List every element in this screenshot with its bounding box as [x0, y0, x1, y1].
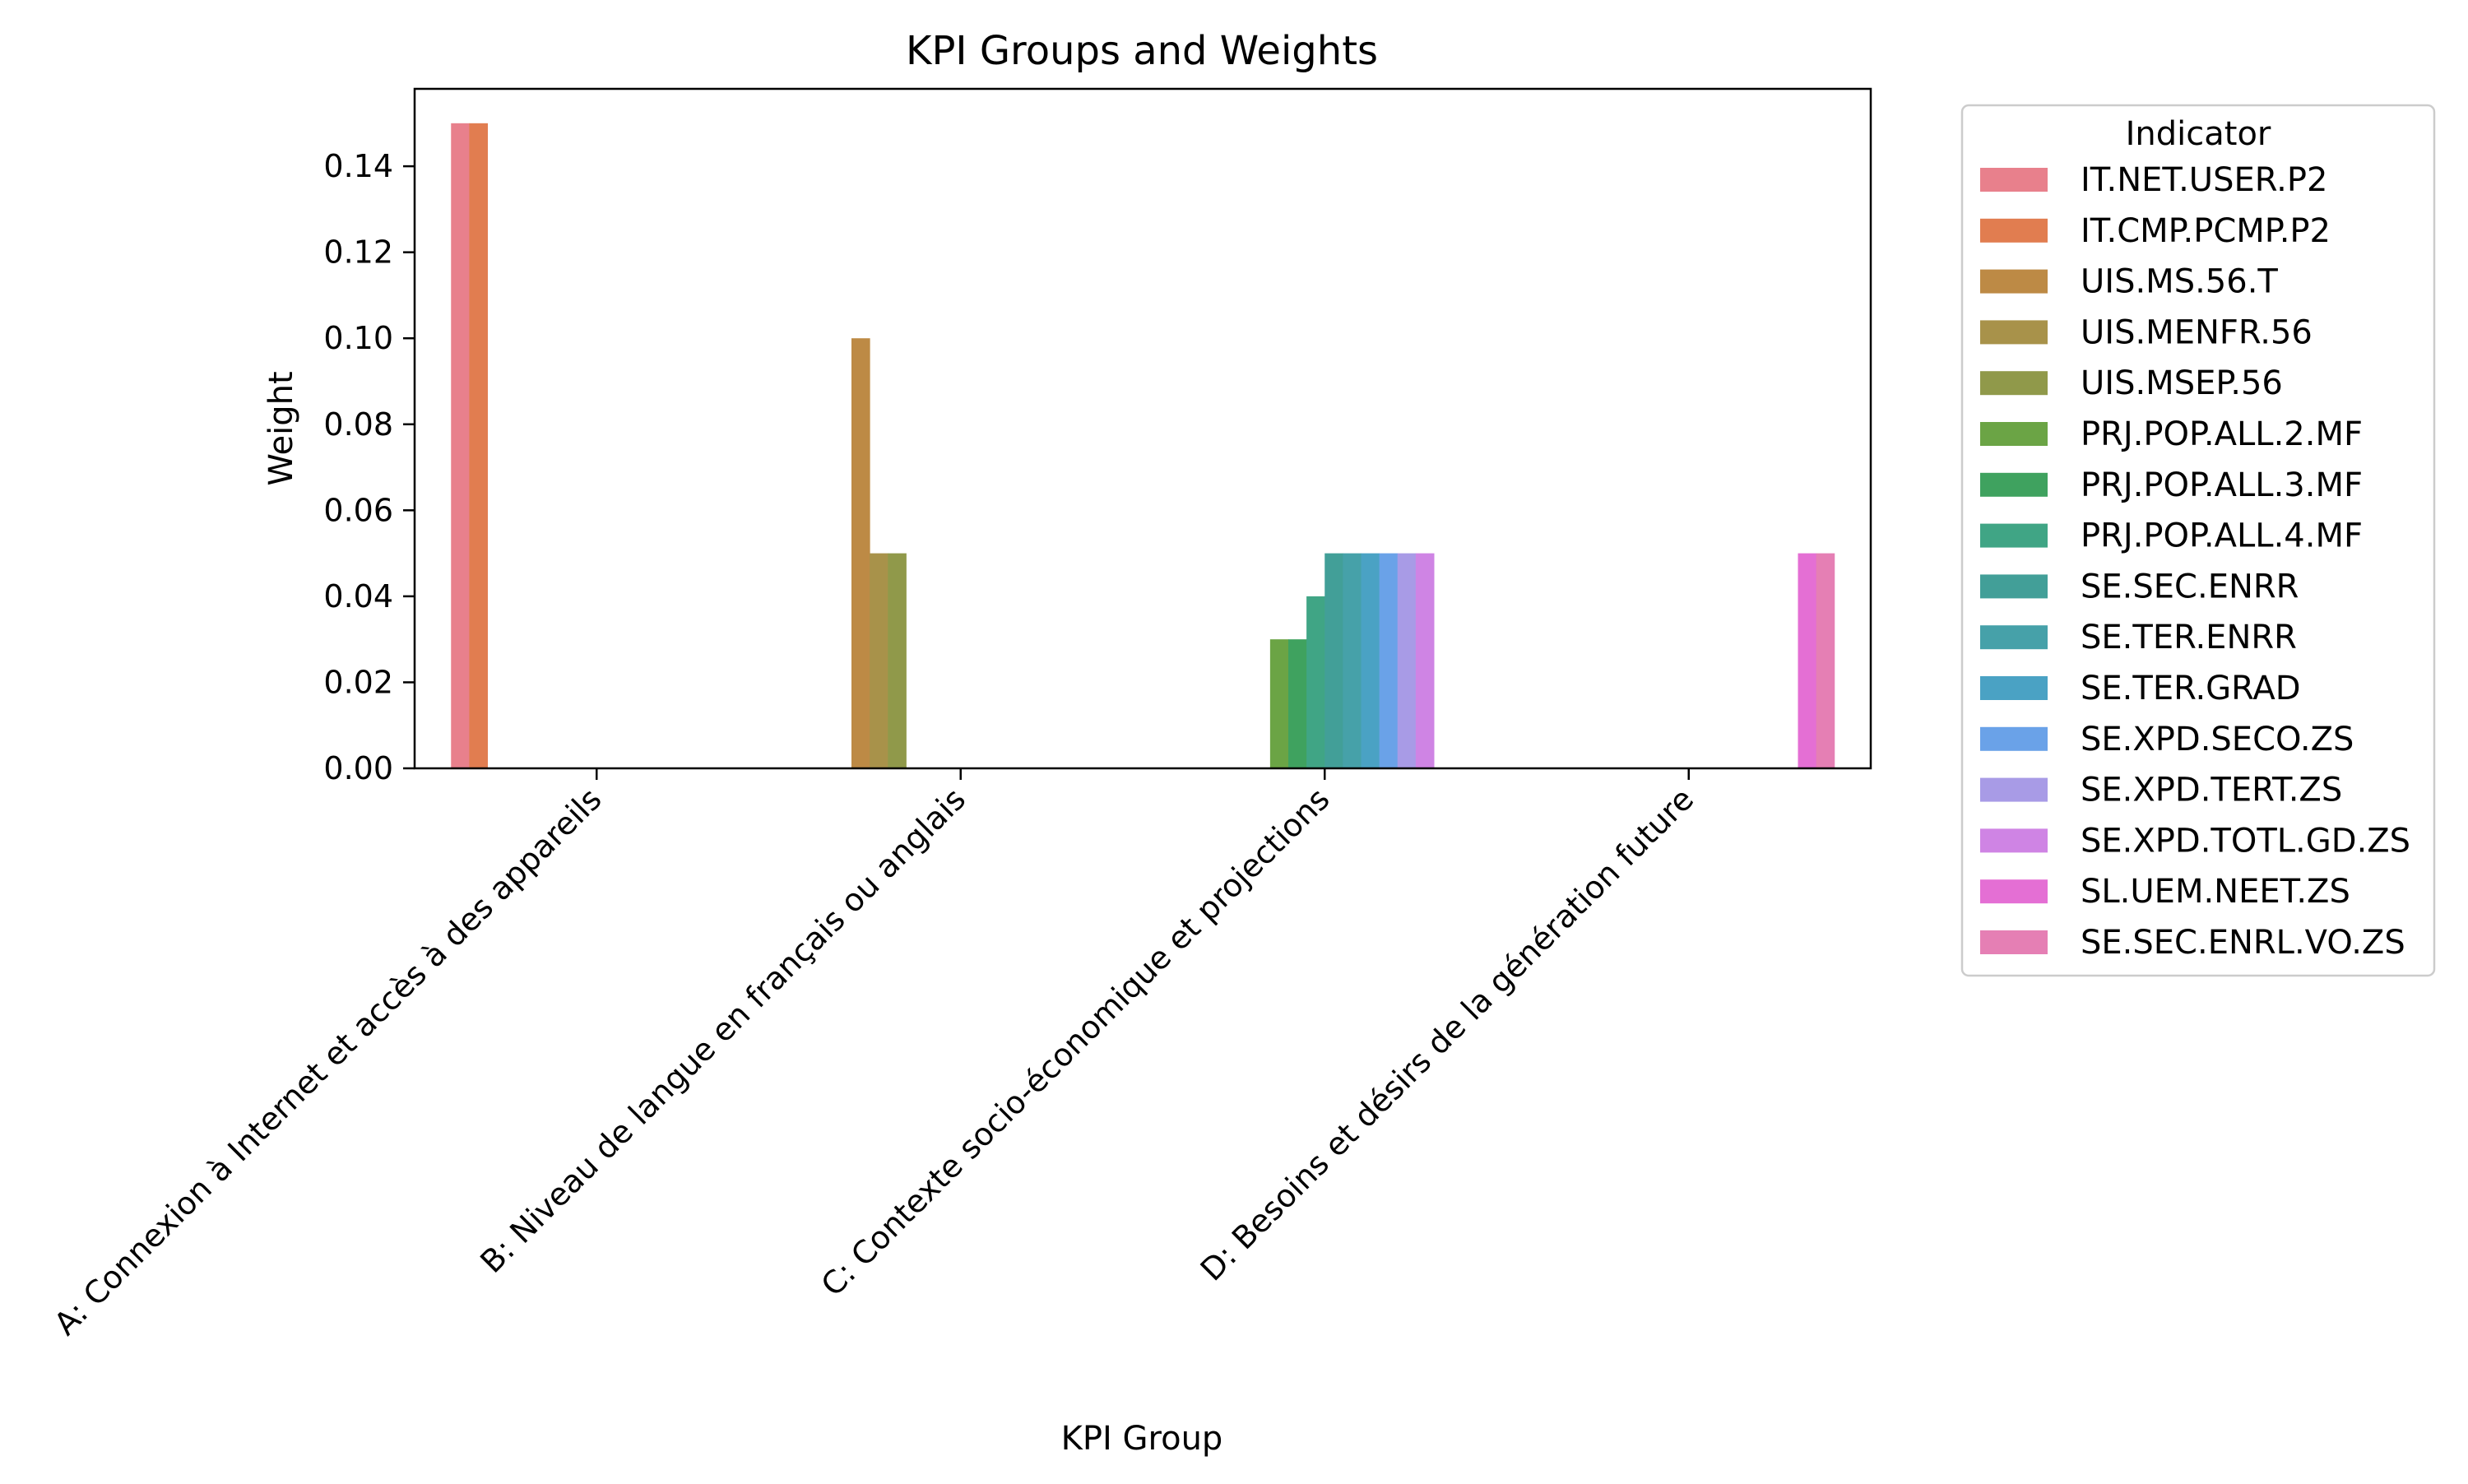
- y-tick-label: 0.14: [323, 148, 393, 184]
- legend-swatch: [1980, 574, 2048, 599]
- y-tick-label: 0.12: [323, 234, 393, 271]
- legend-swatch: [1980, 472, 2048, 497]
- bar: [1269, 639, 1289, 768]
- legend-items: IT.NET.USER.P2 IT.CMP.PCMP.P2 UIS.MS.56.T U…: [1980, 161, 2410, 962]
- legend: Indicator IT.NET.USER.P2 IT.CMP.PCMP.P2 UI…: [1960, 104, 2436, 977]
- bar: [1397, 553, 1417, 768]
- legend-swatch: [1980, 371, 2048, 396]
- y-tick-label: 0.04: [323, 578, 393, 614]
- legend-label: UIS.MSEP.56: [2081, 364, 2283, 402]
- y-axis-label: Weight: [262, 371, 300, 485]
- chart-title: KPI Groups and Weights: [906, 28, 1378, 74]
- legend-label: SL.UEM.NEET.ZS: [2081, 873, 2350, 911]
- legend-label: IT.CMP.PCMP.P2: [2081, 212, 2331, 250]
- bar: [1306, 596, 1325, 768]
- legend-swatch: [1980, 269, 2048, 294]
- legend-swatch: [1980, 879, 2048, 904]
- legend-label: UIS.MENFR.56: [2081, 313, 2313, 351]
- legend-swatch: [1980, 168, 2048, 192]
- bar: [1415, 553, 1435, 768]
- bar: [888, 553, 907, 768]
- legend-label: SE.XPD.TOTL.GD.ZS: [2081, 822, 2410, 860]
- legend-swatch: [1980, 726, 2048, 751]
- legend-swatch: [1980, 777, 2048, 802]
- legend-swatch: [1980, 218, 2048, 243]
- legend-swatch: [1980, 320, 2048, 345]
- plot-frame: [413, 87, 1872, 770]
- legend-label: SE.XPD.TERT.ZS: [2081, 772, 2342, 809]
- x-tick-label: A: Connexion à Internet et accès à des a…: [47, 781, 608, 1342]
- y-tick-label: 0.02: [323, 664, 393, 700]
- bar: [1361, 553, 1380, 768]
- legend-label: PRJ.POP.ALL.4.MF: [2081, 517, 2363, 555]
- bar: [870, 553, 888, 768]
- legend-label: PRJ.POP.ALL.3.MF: [2081, 466, 2363, 504]
- bar: [1288, 639, 1307, 768]
- y-tick-label: 0.10: [323, 320, 393, 356]
- y-tick-label: 0.00: [323, 750, 393, 786]
- legend-label: SE.TER.GRAD: [2081, 670, 2301, 707]
- y-tick-label: 0.06: [323, 492, 393, 528]
- legend-swatch: [1980, 930, 2048, 954]
- legend-swatch: [1980, 676, 2048, 700]
- y-tick-label: 0.08: [323, 406, 393, 443]
- bar: [469, 123, 488, 769]
- legend-label: SE.TER.ENRR: [2081, 619, 2297, 656]
- x-axis: A: Connexion à Internet et accès à des a…: [47, 768, 1700, 1343]
- bar: [1324, 553, 1343, 768]
- bar: [451, 123, 470, 769]
- legend-label: UIS.MS.56.T: [2081, 263, 2278, 301]
- bar: [1816, 553, 1835, 768]
- bar: [851, 338, 870, 768]
- bar: [1343, 553, 1362, 768]
- legend-box: [1960, 104, 2436, 977]
- legend-swatch: [1980, 828, 2048, 853]
- y-axis: 0.00 0.02 0.04 0.06 0.08 0.10 0.12 0.14: [323, 148, 415, 786]
- bar: [1798, 553, 1817, 768]
- legend-swatch: [1980, 422, 2048, 446]
- legend-label: IT.NET.USER.P2: [2081, 161, 2327, 199]
- legend-label: SE.XPD.SECO.ZS: [2081, 721, 2354, 758]
- bar: [1379, 553, 1399, 768]
- legend-swatch: [1980, 523, 2048, 548]
- legend-label: SE.SEC.ENRR: [2081, 568, 2299, 605]
- legend-swatch: [1980, 625, 2048, 650]
- legend-label: PRJ.POP.ALL.2.MF: [2081, 415, 2363, 453]
- legend-title: Indicator: [2126, 115, 2271, 153]
- legend-label: SE.SEC.ENRL.VO.ZS: [2081, 924, 2405, 962]
- bars-layer: [451, 123, 1835, 769]
- x-axis-label: KPI Group: [1061, 1420, 1223, 1458]
